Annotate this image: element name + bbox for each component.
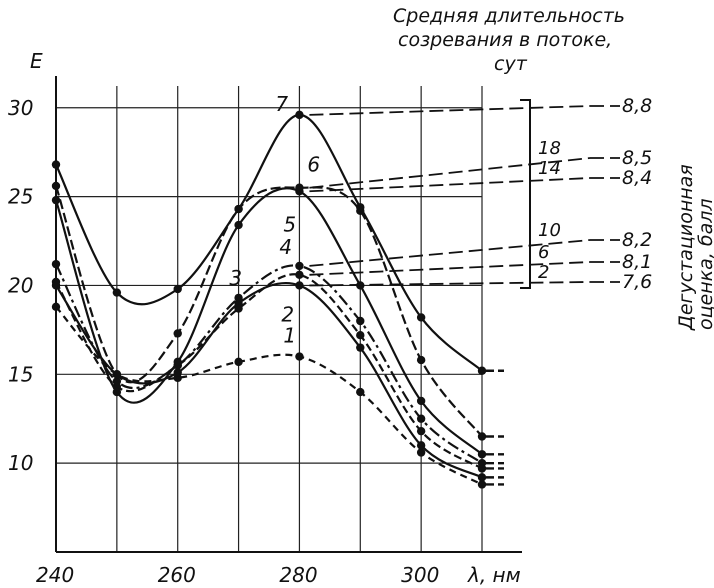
data-point — [234, 304, 243, 313]
data-point — [173, 368, 182, 377]
maturation-days-label: 18 — [538, 138, 561, 159]
series-line — [55, 113, 483, 372]
data-point — [173, 357, 182, 367]
maturation-days-label: 10 — [538, 220, 561, 241]
annotation-layer: 2 7,6 6 8,1 10 8,2 14 8,4 18 8,5 8,8 — [309, 95, 652, 293]
data-point — [295, 281, 304, 290]
maturation-days-label: 14 — [538, 158, 561, 179]
data-point — [51, 195, 61, 205]
data-point — [173, 329, 182, 338]
y-tick-label: 15 — [8, 362, 33, 386]
data-point — [295, 270, 304, 279]
data-point — [356, 387, 365, 397]
series-label: 7 — [275, 92, 288, 116]
data-point — [173, 284, 182, 294]
annotation-leader — [309, 177, 591, 193]
data-point — [416, 313, 426, 322]
y-unit-label: Е — [30, 49, 43, 73]
tasting-score-label: 8,5 — [622, 147, 652, 169]
data-point — [112, 387, 122, 397]
data-point — [416, 414, 426, 423]
data-point — [51, 160, 61, 169]
right-label-line-1: Дегустационная — [675, 164, 697, 331]
series-6: 6 — [51, 153, 504, 441]
annotation-leader — [309, 261, 591, 276]
maturation-days-label: 6 — [538, 242, 549, 263]
data-point — [234, 357, 243, 367]
data-point — [234, 204, 243, 214]
x-tick-label: 300 — [401, 563, 439, 587]
right-label-line-2: оценка, балл — [695, 198, 714, 330]
data-point — [234, 220, 243, 230]
header-line-3: сут — [494, 53, 528, 75]
data-point — [477, 458, 487, 468]
data-point — [295, 183, 304, 192]
data-point — [416, 426, 426, 436]
header-line-2: созревания в потоке, — [398, 29, 612, 51]
x-tick-label: 240 — [36, 563, 74, 587]
series-label: 1 — [283, 324, 296, 348]
series-label: 4 — [279, 235, 292, 259]
annotation-leader — [309, 239, 591, 267]
tasting-score-label: 8,4 — [622, 167, 652, 189]
y-tick-label: 20 — [8, 273, 33, 297]
series-label: 2 — [281, 302, 294, 326]
series-7: 7 — [51, 92, 504, 375]
maturation-days-label: 2 — [538, 262, 549, 283]
data-point — [416, 441, 426, 450]
data-point — [416, 448, 426, 457]
tasting-score-label: 8,2 — [622, 229, 652, 251]
data-point — [51, 181, 61, 191]
data-point — [51, 302, 61, 311]
annotation-leader — [309, 281, 591, 287]
data-point — [477, 473, 487, 482]
series-label: 5 — [283, 212, 296, 236]
header-line-1: Средняя длительность — [393, 5, 625, 27]
data-point — [234, 293, 243, 303]
data-point — [477, 432, 487, 441]
y-tick-label: 25 — [8, 185, 33, 209]
series-layer: 12 3 45 6 7 — [51, 92, 504, 489]
data-point — [416, 396, 426, 406]
data-point — [112, 288, 122, 297]
data-point — [295, 261, 304, 271]
tasting-score-label: 8,1 — [622, 251, 652, 273]
series-line — [54, 185, 483, 438]
series-3: 3 — [51, 266, 504, 473]
series-label: 3 — [229, 266, 242, 290]
annotation-leader — [309, 105, 591, 116]
data-point — [477, 366, 487, 375]
annotation-leader — [309, 157, 591, 189]
data-point — [356, 203, 365, 212]
data-point — [477, 450, 487, 459]
tasting-score-label: 7,6 — [622, 271, 652, 293]
y-tick-label: 30 — [8, 96, 33, 120]
data-point — [112, 377, 122, 386]
data-point — [51, 259, 61, 269]
data-point — [477, 480, 487, 489]
data-point — [356, 331, 365, 340]
days-bracket — [520, 99, 531, 289]
data-point — [356, 316, 365, 326]
series-line — [55, 273, 483, 470]
y-tick-label: 10 — [8, 451, 33, 475]
tasting-score-label: 8,8 — [622, 95, 652, 117]
data-point — [295, 352, 304, 361]
series-5: 5 — [51, 187, 504, 459]
x-tick-label: 260 — [158, 563, 196, 587]
series-label: 6 — [307, 153, 320, 177]
data-point — [416, 355, 426, 365]
x-axis-label: λ, нм — [467, 563, 521, 587]
data-point — [356, 343, 365, 352]
data-point — [295, 110, 304, 120]
data-point — [51, 277, 61, 287]
data-point — [112, 370, 122, 379]
x-tick-label: 280 — [279, 563, 317, 587]
